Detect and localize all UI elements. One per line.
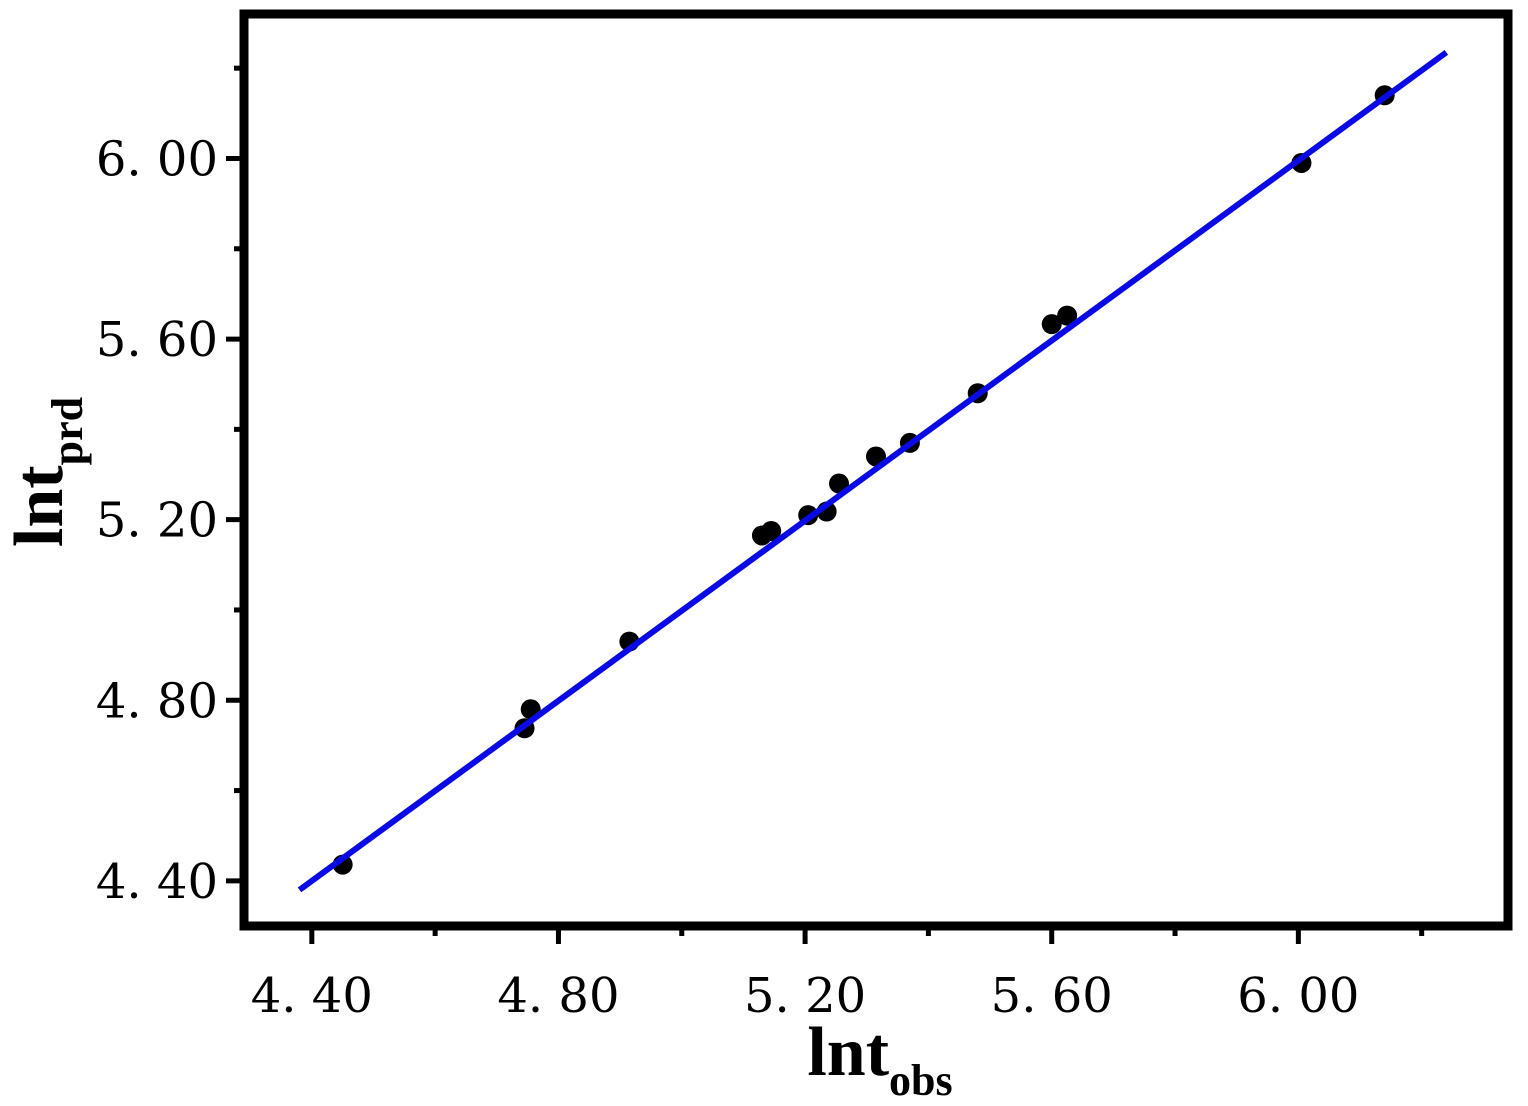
y-axis-title-sub: prd <box>43 397 92 465</box>
x-tick-label: 4. 40 <box>251 968 373 1024</box>
data-point <box>1041 314 1062 335</box>
x-axis-title-main: lnt <box>807 1014 889 1091</box>
x-tick-label: 4. 80 <box>497 968 619 1024</box>
data-point <box>866 446 886 467</box>
x-tick-label: 5. 60 <box>991 968 1113 1024</box>
x-tick-label: 6. 00 <box>1237 968 1359 1024</box>
y-tick-label: 5. 60 <box>96 312 218 368</box>
plot-marks <box>297 49 1449 893</box>
y-tick-label: 4. 40 <box>96 854 218 910</box>
tick-labels: 4. 40 4. 80 5. 20 5. 60 6. 00 4. 40 4. 80 5. 20… <box>96 131 1360 1024</box>
fit-line <box>297 49 1449 893</box>
x-tick-label: 5. 20 <box>744 968 866 1024</box>
y-axis-title-main: lnt <box>1 465 78 547</box>
data-point <box>751 525 772 546</box>
x-axis-title: lntobs <box>807 1014 952 1105</box>
data-point <box>1057 305 1078 326</box>
y-tick-label: 6. 00 <box>96 131 218 187</box>
plot-frame <box>239 9 1513 931</box>
y-axis-title: lntprd <box>1 397 92 547</box>
y-tick-label: 4. 80 <box>96 673 218 729</box>
axis-ticks <box>226 65 1425 944</box>
y-tick-label: 5. 20 <box>96 493 218 549</box>
x-axis-title-sub: obs <box>889 1056 953 1105</box>
